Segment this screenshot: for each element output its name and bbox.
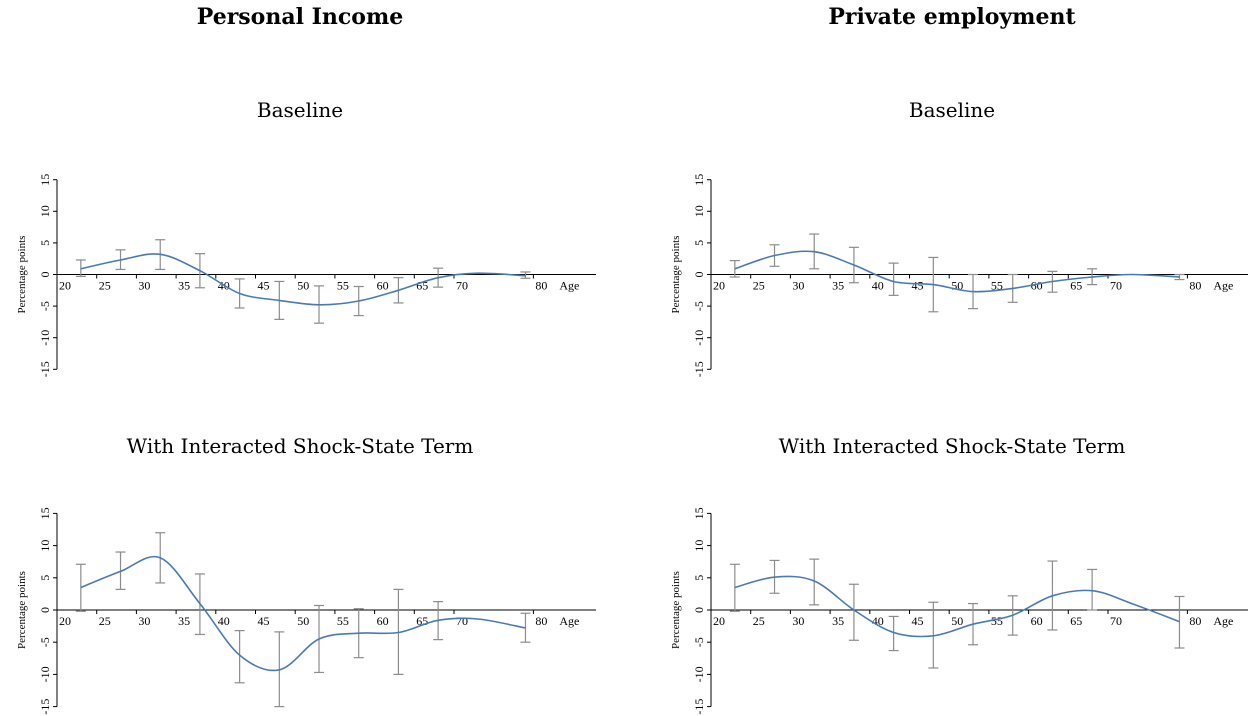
x-tick-label: 65 (1070, 279, 1082, 293)
y-tick-label: -5 (38, 301, 52, 311)
x-tick-label: 25 (99, 279, 111, 293)
x-tick-label: 45 (912, 279, 924, 293)
column-title-private-employment: Private employment (828, 4, 1076, 30)
x-tick-label: 60 (1031, 279, 1043, 293)
x-tick-label: 35 (178, 614, 190, 628)
x-tick-label: 25 (753, 614, 765, 628)
estimate-line (80, 253, 526, 306)
y-tick-label: -5 (38, 637, 52, 647)
x-tick-label: 25 (99, 614, 111, 628)
x-tick-label: 50 (951, 614, 963, 628)
x-tick-label: 55 (991, 279, 1003, 293)
x-tick-label: 20 (59, 279, 71, 293)
y-axis-label: Percentage points (670, 571, 682, 649)
x-tick-label: 40 (872, 614, 884, 628)
y-tick-label: 10 (692, 540, 706, 552)
y-axis-label: Percentage points (670, 236, 682, 314)
x-tick-label: 30 (792, 614, 804, 628)
x-tick-label: 30 (138, 614, 150, 628)
y-tick-label: -15 (692, 361, 706, 377)
x-tick-label: 55 (337, 279, 349, 293)
y-tick-label: -5 (692, 301, 706, 311)
x-tick-label: 40 (218, 614, 230, 628)
x-tick-label: 70 (456, 279, 468, 293)
x-tick-label: 80 (535, 614, 547, 628)
x-tick-label: 20 (713, 614, 725, 628)
x-tick-label: 60 (1031, 614, 1043, 628)
estimate-line (734, 250, 1180, 293)
y-tick-label: -10 (38, 666, 52, 682)
x-axis-label: Age (559, 614, 579, 628)
x-tick-label: 20 (59, 614, 71, 628)
panel-title-income-interacted: With Interacted Shock-State Term (126, 434, 474, 458)
estimate-line (734, 575, 1180, 638)
panel-title-employment-baseline: Baseline (908, 98, 996, 122)
y-tick-label: -10 (38, 330, 52, 346)
x-tick-label: 55 (337, 614, 349, 628)
y-tick-label: 0 (692, 272, 706, 278)
x-tick-label: 30 (138, 279, 150, 293)
x-tick-label: 35 (832, 279, 844, 293)
x-tick-label: 20 (713, 279, 725, 293)
x-axis-label: Age (1213, 614, 1233, 628)
y-tick-label: 5 (38, 575, 52, 581)
x-axis-label: Age (559, 279, 579, 293)
x-tick-label: 50 (297, 279, 309, 293)
y-tick-label: 15 (692, 174, 706, 186)
y-tick-label: 0 (38, 272, 52, 278)
x-tick-label: 70 (456, 614, 468, 628)
y-tick-label: 5 (38, 240, 52, 246)
chart-employment-baseline: 15 10 5 0 -5 -10 -15 Percentage points 20 25 30 35 4… (670, 174, 1248, 377)
y-tick-label: -15 (38, 361, 52, 377)
y-tick-label: 5 (692, 240, 706, 246)
x-tick-label: 45 (912, 614, 924, 628)
y-tick-label: 10 (38, 205, 52, 217)
y-tick-label: -5 (692, 637, 706, 647)
column-title-personal-income: Personal Income (196, 4, 404, 30)
x-axis-label: Age (1213, 279, 1233, 293)
y-tick-label: 0 (38, 607, 52, 613)
x-tick-label: 80 (1189, 279, 1201, 293)
y-tick-label: 15 (38, 507, 52, 519)
x-tick-label: 80 (1189, 614, 1201, 628)
y-axis-label: Percentage points (16, 571, 28, 649)
estimate-line (80, 555, 526, 672)
x-tick-label: 70 (1110, 279, 1122, 293)
y-tick-label: 15 (692, 507, 706, 519)
x-tick-label: 55 (991, 614, 1003, 628)
x-tick-label: 45 (258, 614, 270, 628)
x-tick-label: 80 (535, 279, 547, 293)
y-tick-label: 0 (692, 607, 706, 613)
y-tick-label: 15 (38, 174, 52, 186)
y-tick-label: 10 (692, 205, 706, 217)
x-tick-label: 70 (1110, 614, 1122, 628)
panel-title-employment-interacted: With Interacted Shock-State Term (778, 434, 1126, 458)
x-tick-label: 60 (377, 279, 389, 293)
x-tick-label: 35 (178, 279, 190, 293)
y-tick-label: 10 (38, 540, 52, 552)
y-tick-label: -10 (692, 330, 706, 346)
y-axis-label: Percentage points (16, 236, 28, 314)
y-tick-label: -15 (38, 699, 52, 715)
y-tick-label: -10 (692, 666, 706, 682)
x-tick-label: 65 (1070, 614, 1082, 628)
x-tick-label: 45 (258, 279, 270, 293)
x-tick-label: 60 (377, 614, 389, 628)
x-tick-label: 30 (792, 279, 804, 293)
panel-title-income-baseline: Baseline (256, 98, 344, 122)
x-tick-label: 40 (872, 279, 884, 293)
y-tick-label: -15 (692, 699, 706, 715)
x-tick-label: 35 (832, 614, 844, 628)
x-tick-label: 50 (297, 614, 309, 628)
x-tick-label: 25 (753, 279, 765, 293)
y-tick-label: 5 (692, 575, 706, 581)
